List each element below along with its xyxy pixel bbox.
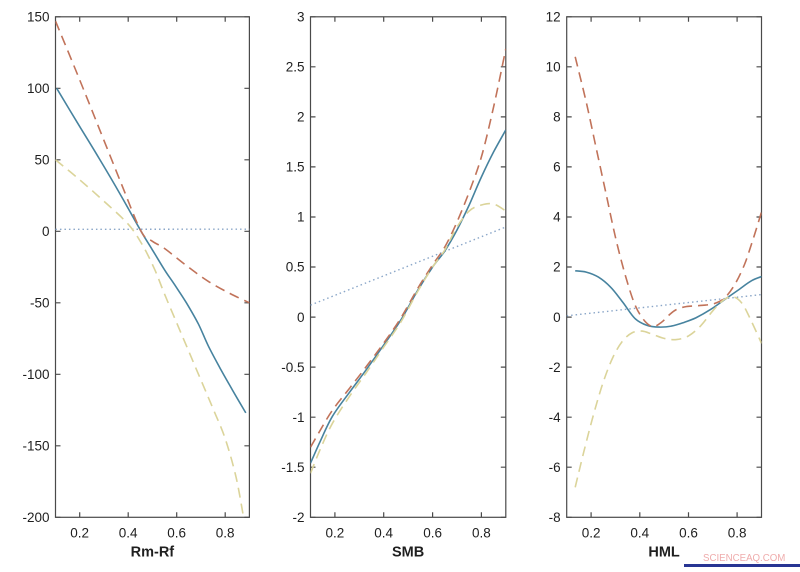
svg-text:6: 6	[553, 160, 561, 175]
svg-text:0.8: 0.8	[216, 525, 235, 540]
svg-text:2: 2	[297, 110, 305, 125]
svg-text:0.6: 0.6	[167, 525, 186, 540]
svg-text:4: 4	[553, 210, 561, 225]
svg-text:-1.5: -1.5	[281, 460, 304, 475]
svg-text:2.5: 2.5	[286, 60, 305, 75]
svg-text:HML: HML	[648, 544, 680, 560]
svg-text:SCIENCEAQ.COM: SCIENCEAQ.COM	[703, 553, 785, 564]
svg-text:-6: -6	[549, 460, 561, 475]
svg-text:2: 2	[553, 260, 561, 275]
svg-text:0: 0	[42, 224, 50, 239]
svg-text:0.4: 0.4	[119, 525, 138, 540]
svg-text:0.5: 0.5	[286, 260, 305, 275]
svg-text:0.8: 0.8	[728, 525, 747, 540]
svg-text:0: 0	[297, 310, 305, 325]
svg-text:3: 3	[297, 10, 305, 25]
svg-text:1.5: 1.5	[286, 160, 305, 175]
svg-text:-8: -8	[549, 510, 561, 525]
svg-text:50: 50	[34, 153, 49, 168]
svg-text:SMB: SMB	[392, 544, 424, 560]
svg-text:-200: -200	[22, 510, 49, 525]
svg-text:0.4: 0.4	[374, 525, 393, 540]
svg-text:10: 10	[546, 60, 561, 75]
svg-text:0: 0	[553, 310, 561, 325]
svg-text:0.6: 0.6	[679, 525, 698, 540]
svg-text:100: 100	[27, 81, 50, 96]
svg-text:0.2: 0.2	[582, 525, 601, 540]
svg-text:-2: -2	[292, 510, 304, 525]
svg-text:0.4: 0.4	[630, 525, 649, 540]
svg-text:-4: -4	[549, 410, 561, 425]
svg-text:1: 1	[297, 210, 305, 225]
svg-text:Rm-Rf: Rm-Rf	[131, 544, 175, 560]
svg-text:0.2: 0.2	[326, 525, 345, 540]
svg-text:150: 150	[27, 10, 50, 25]
svg-text:0.8: 0.8	[472, 525, 491, 540]
svg-text:0.2: 0.2	[70, 525, 89, 540]
svg-text:-150: -150	[22, 439, 49, 454]
svg-text:8: 8	[553, 110, 561, 125]
svg-text:0.6: 0.6	[423, 525, 442, 540]
svg-text:-0.5: -0.5	[281, 360, 304, 375]
svg-text:-1: -1	[292, 410, 304, 425]
svg-text:-100: -100	[22, 367, 49, 382]
svg-text:-2: -2	[549, 360, 561, 375]
svg-text:12: 12	[546, 10, 561, 25]
svg-text:-50: -50	[30, 296, 50, 311]
